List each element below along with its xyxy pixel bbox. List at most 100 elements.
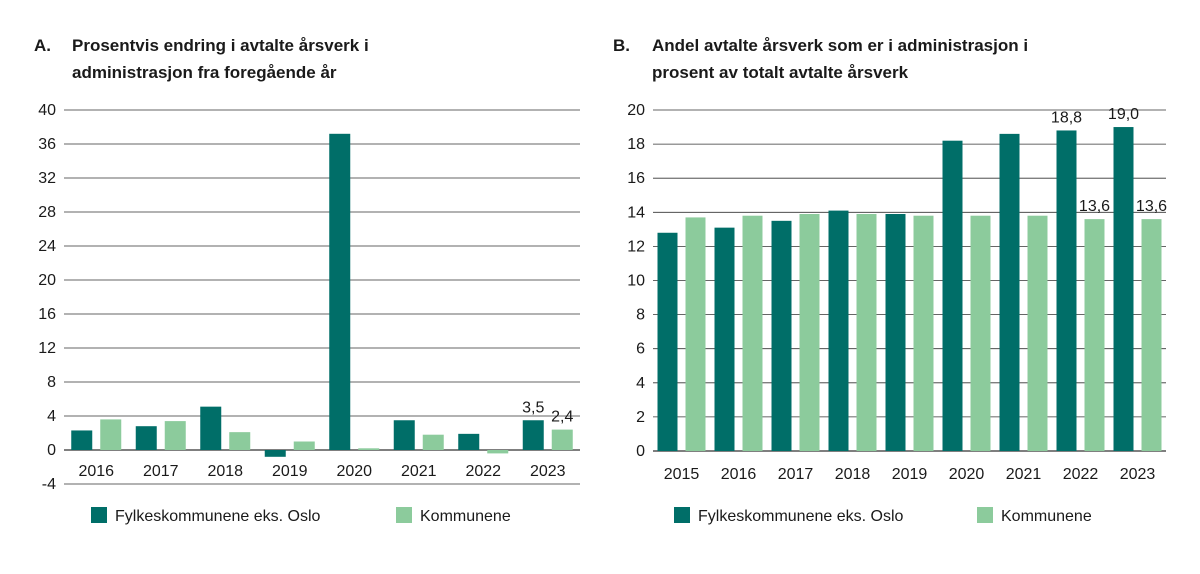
bar-kommune xyxy=(100,419,122,450)
bar-kommune xyxy=(1141,219,1162,451)
bar-kommune xyxy=(293,441,315,450)
bar-fylke xyxy=(657,232,678,451)
bar-fylke xyxy=(828,210,849,451)
data-label: 13,6 xyxy=(1136,198,1167,215)
y-tick-label: 16 xyxy=(38,306,56,323)
legend-label-kommune: Kommunene xyxy=(1001,508,1092,525)
bar-kommune xyxy=(970,215,991,451)
x-tick-label: 2019 xyxy=(272,463,308,480)
x-tick-label: 2020 xyxy=(949,466,985,483)
bar-fylke xyxy=(522,420,544,450)
y-tick-label: 8 xyxy=(47,374,56,391)
x-tick-label: 2023 xyxy=(1120,466,1156,483)
bar-kommune xyxy=(164,421,186,450)
y-tick-label: 36 xyxy=(38,136,56,153)
chart-panel-b: B. Andel avtalte årsverk som er i adminis… xyxy=(613,36,1167,525)
y-tick-label: 4 xyxy=(47,408,56,425)
bar-fylke xyxy=(714,227,735,451)
legend-swatch-kommune xyxy=(977,507,993,523)
bar-kommune xyxy=(229,432,251,450)
bar-kommune xyxy=(422,434,444,450)
y-tick-label: 24 xyxy=(38,238,56,255)
x-tick-label: 2017 xyxy=(778,466,814,483)
bar-kommune xyxy=(551,429,573,450)
y-tick-label: 0 xyxy=(636,443,645,460)
y-tick-label: 4 xyxy=(636,375,645,392)
bar-kommune xyxy=(1084,219,1105,451)
y-tick-label: 32 xyxy=(38,170,56,187)
x-tick-label: 2015 xyxy=(664,466,700,483)
x-tick-label: 2022 xyxy=(465,463,501,480)
bar-fylke xyxy=(885,214,906,451)
x-tick-label: 2021 xyxy=(401,463,437,480)
y-tick-label: 6 xyxy=(636,341,645,358)
bar-fylke xyxy=(458,433,480,450)
x-tick-label: 2018 xyxy=(835,466,871,483)
data-label: 19,0 xyxy=(1108,106,1139,123)
x-tick-label: 2020 xyxy=(336,463,372,480)
panel-letter: A. xyxy=(34,36,51,55)
chart-title-line-1: Prosentvis endring i avtalte årsverk i xyxy=(72,36,369,55)
bar-fylke xyxy=(71,430,93,450)
bar-kommune xyxy=(685,217,706,451)
bar-kommune xyxy=(1027,215,1048,451)
bar-fylke xyxy=(393,420,415,450)
chart-title-line-1: Andel avtalte årsverk som er i administr… xyxy=(652,36,1028,55)
bar-kommune xyxy=(856,214,877,451)
legend-swatch-fylke xyxy=(91,507,107,523)
x-tick-label: 2021 xyxy=(1006,466,1042,483)
bar-fylke xyxy=(1113,127,1134,452)
y-tick-label: 10 xyxy=(627,273,645,290)
x-tick-label: 2018 xyxy=(207,463,243,480)
bar-fylke xyxy=(135,426,157,450)
bar-fylke xyxy=(1056,130,1077,451)
bar-kommune xyxy=(358,448,380,450)
x-tick-label: 2023 xyxy=(530,463,566,480)
bar-fylke xyxy=(264,450,286,457)
panel-letter: B. xyxy=(613,36,630,55)
bar-kommune xyxy=(913,215,934,451)
chart-title-line-2: administrasjon fra foregående år xyxy=(72,63,337,82)
legend-label-fylke: Fylkeskommunene eks. Oslo xyxy=(115,508,321,525)
legend-label-kommune: Kommunene xyxy=(420,508,511,525)
y-tick-label: 20 xyxy=(627,102,645,119)
y-tick-label: 20 xyxy=(38,272,56,289)
y-tick-label: 2 xyxy=(636,409,645,426)
y-tick-label: 28 xyxy=(38,204,56,221)
legend: Fylkeskommunene eks. Oslo Kommunene xyxy=(674,507,1092,525)
data-label: 18,8 xyxy=(1051,109,1082,126)
legend-label-fylke: Fylkeskommunene eks. Oslo xyxy=(698,508,904,525)
y-tick-label: 40 xyxy=(38,102,56,119)
x-tick-label: 2022 xyxy=(1063,466,1099,483)
bar-fylke xyxy=(942,140,963,451)
legend-swatch-fylke xyxy=(674,507,690,523)
bar-kommune xyxy=(799,214,820,451)
y-tick-label: 12 xyxy=(627,238,645,255)
data-label: 3,5 xyxy=(522,399,544,416)
y-tick-label: 16 xyxy=(627,170,645,187)
data-label: 13,6 xyxy=(1079,198,1110,215)
y-tick-label: 12 xyxy=(38,340,56,357)
legend-swatch-kommune xyxy=(396,507,412,523)
x-tick-label: 2016 xyxy=(721,466,757,483)
y-tick-label: -4 xyxy=(42,476,56,493)
bar-kommune xyxy=(487,450,509,454)
data-label: 2,4 xyxy=(551,409,573,426)
bar-fylke xyxy=(771,220,792,451)
bar-fylke xyxy=(329,133,351,451)
legend: Fylkeskommunene eks. Oslo Kommunene xyxy=(91,507,511,525)
x-tick-label: 2017 xyxy=(143,463,179,480)
y-tick-label: 8 xyxy=(636,307,645,324)
y-tick-label: 0 xyxy=(47,442,56,459)
bar-kommune xyxy=(742,215,763,451)
chart-panel-a: A. Prosentvis endring i avtalte årsverk i… xyxy=(34,36,580,525)
chart-title-line-2: prosent av totalt avtalte årsverk xyxy=(652,63,909,82)
y-tick-label: 14 xyxy=(627,204,645,221)
x-tick-label: 2016 xyxy=(78,463,114,480)
bar-fylke xyxy=(200,406,222,450)
bar-fylke xyxy=(999,133,1020,451)
x-tick-label: 2019 xyxy=(892,466,928,483)
y-tick-label: 18 xyxy=(627,136,645,153)
